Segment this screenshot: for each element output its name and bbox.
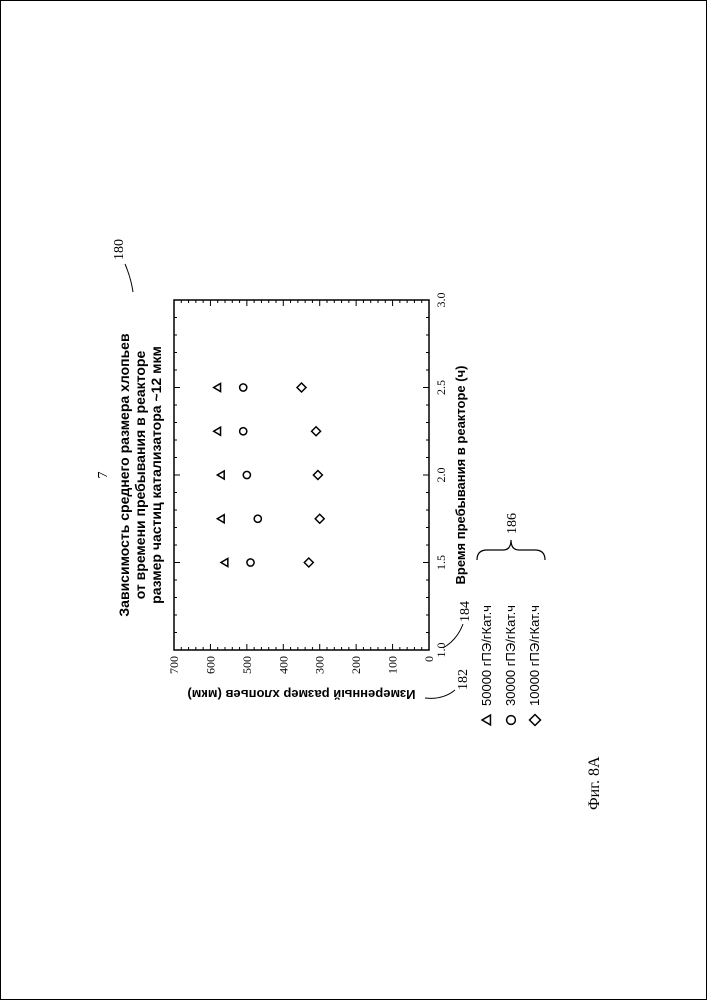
legend-marker — [529, 715, 540, 726]
x-tick-label: 1.5 — [434, 555, 448, 570]
callout-title-leader — [125, 264, 133, 292]
legend-marker — [482, 715, 490, 725]
y-tick-label: 400 — [276, 656, 290, 674]
y-tick-label: 700 — [167, 656, 181, 674]
rotated-figure: 7 Зависимость среднего размера хлопьевот … — [89, 120, 619, 880]
x-tick-label: 1.0 — [434, 643, 448, 658]
page-frame: 7 Зависимость среднего размера хлопьевот … — [0, 0, 707, 1000]
chart-svg: 7 Зависимость среднего размера хлопьевот … — [89, 120, 619, 880]
chart-title-line: размер частиц катализатора ~12 мкм — [148, 346, 164, 604]
callout-ylabel-leader — [425, 690, 455, 698]
legend-brace — [477, 540, 545, 560]
y-tick-label: 300 — [312, 656, 326, 674]
chart-title-line: Зависимость среднего размера хлопьев — [116, 333, 132, 617]
legend-label: 30000 гПЭ/гКат.ч — [503, 605, 518, 706]
callout-title: 180 — [112, 239, 127, 260]
x-axis-label: Время пребывания в реакторе (ч) — [453, 366, 468, 585]
plot-frame — [174, 300, 429, 650]
legend-marker — [506, 716, 515, 725]
legend-label: 10000 гПЭ/гКат.ч — [527, 605, 542, 706]
callout-ylabel: 182 — [456, 669, 471, 690]
figure-caption: Фиг. 8A — [586, 756, 603, 810]
y-tick-label: 500 — [239, 656, 253, 674]
y-tick-label: 200 — [349, 656, 363, 674]
page-number: 7 — [96, 472, 111, 479]
chart-title-line: от времени пребывания в реакторе — [132, 351, 148, 600]
y-tick-label: 100 — [385, 656, 399, 674]
callout-legend: 186 — [505, 513, 520, 534]
x-tick-label: 2.5 — [434, 380, 448, 395]
callout-xlabel: 184 — [458, 601, 473, 622]
y-tick-label: 600 — [203, 656, 217, 674]
x-tick-label: 2.0 — [434, 468, 448, 483]
x-tick-label: 3.0 — [434, 293, 448, 308]
legend-label: 50000 гПЭ/гКат.ч — [479, 605, 494, 706]
y-axis-label: Измеренный размер хлопьев (мкм) — [187, 687, 415, 702]
